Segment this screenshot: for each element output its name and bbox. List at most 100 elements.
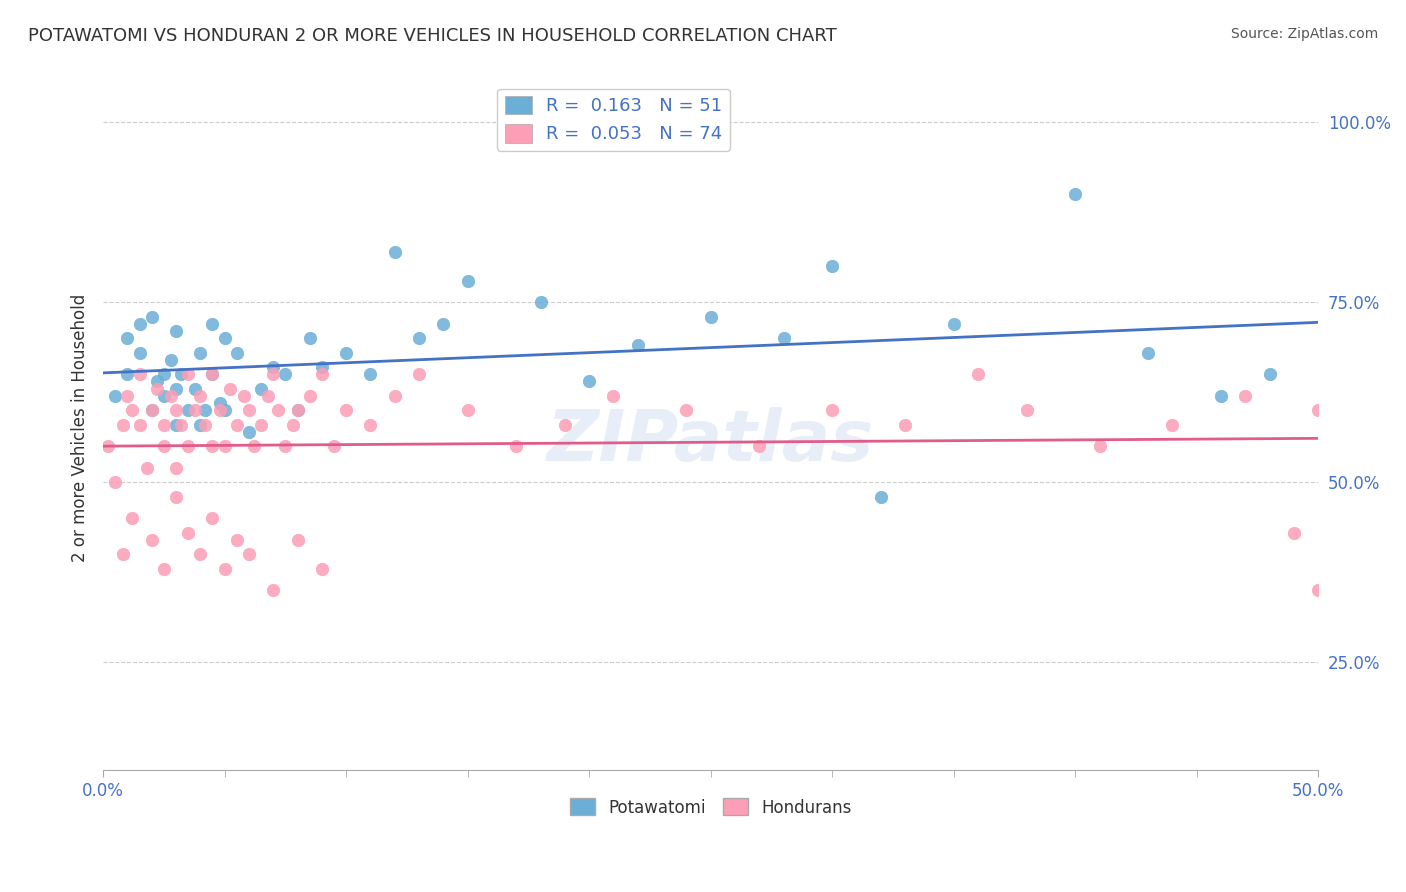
Point [188,547,211,561]
Point [1209,389,1232,403]
Point [111,417,134,432]
Point [250,382,273,396]
Point [298,331,321,345]
Point [274,368,297,382]
Point [104,389,127,403]
Point [359,417,381,432]
Point [201,368,224,382]
Point [238,425,260,439]
Point [1308,583,1330,598]
Point [214,439,236,453]
Point [578,375,600,389]
Point [141,310,163,324]
Point [145,375,167,389]
Point [225,345,247,359]
Point [457,403,479,417]
Point [214,561,236,575]
Point [748,439,770,453]
Point [194,417,217,432]
Point [201,439,224,453]
Point [505,439,527,453]
Point [287,403,309,417]
Point [274,439,297,453]
Point [97,439,120,453]
Point [225,533,247,547]
Point [153,368,176,382]
Point [135,460,157,475]
Point [177,403,200,417]
Point [184,403,207,417]
Point [201,317,224,331]
Point [201,511,224,525]
Point [627,338,650,352]
Point [128,368,150,382]
Point [602,389,624,403]
Point [141,533,163,547]
Point [1161,417,1184,432]
Point [170,417,193,432]
Point [177,368,200,382]
Point [165,324,187,338]
Point [821,260,844,274]
Point [218,382,240,396]
Point [160,389,183,403]
Point [188,345,211,359]
Point [141,403,163,417]
Point [967,368,990,382]
Point [869,490,891,504]
Point [208,403,231,417]
Point [1064,187,1087,202]
Legend: Potawatomi, Hondurans: Potawatomi, Hondurans [564,792,858,823]
Point [153,561,176,575]
Point [104,475,127,490]
Point [165,460,187,475]
Point [1282,525,1305,540]
Point [111,547,134,561]
Point [894,417,917,432]
Point [942,317,965,331]
Point [117,331,139,345]
Point [238,403,260,417]
Point [529,295,551,310]
Point [359,368,381,382]
Y-axis label: 2 or more Vehicles in Household: 2 or more Vehicles in Household [72,294,89,562]
Point [160,352,183,367]
Point [128,417,150,432]
Point [153,439,176,453]
Point [262,368,284,382]
Point [311,561,333,575]
Point [165,417,187,432]
Point [153,389,176,403]
Point [699,310,721,324]
Point [184,382,207,396]
Point [675,403,697,417]
Point [257,389,280,403]
Point [188,417,211,432]
Point [408,368,430,382]
Point [117,389,139,403]
Point [145,382,167,396]
Text: POTAWATOMI VS HONDURAN 2 OR MORE VEHICLES IN HOUSEHOLD CORRELATION CHART: POTAWATOMI VS HONDURAN 2 OR MORE VEHICLE… [28,27,837,45]
Point [554,417,576,432]
Point [165,403,187,417]
Point [233,389,256,403]
Point [1234,389,1257,403]
Point [214,331,236,345]
Point [281,417,304,432]
Point [250,417,273,432]
Point [772,331,794,345]
Point [214,403,236,417]
Point [384,244,406,259]
Point [323,439,346,453]
Point [262,359,284,374]
Point [128,317,150,331]
Point [1308,403,1330,417]
Point [1015,403,1038,417]
Point [188,389,211,403]
Point [1137,345,1160,359]
Point [821,403,844,417]
Point [208,396,231,410]
Point [121,511,143,525]
Point [267,403,290,417]
Point [335,403,357,417]
